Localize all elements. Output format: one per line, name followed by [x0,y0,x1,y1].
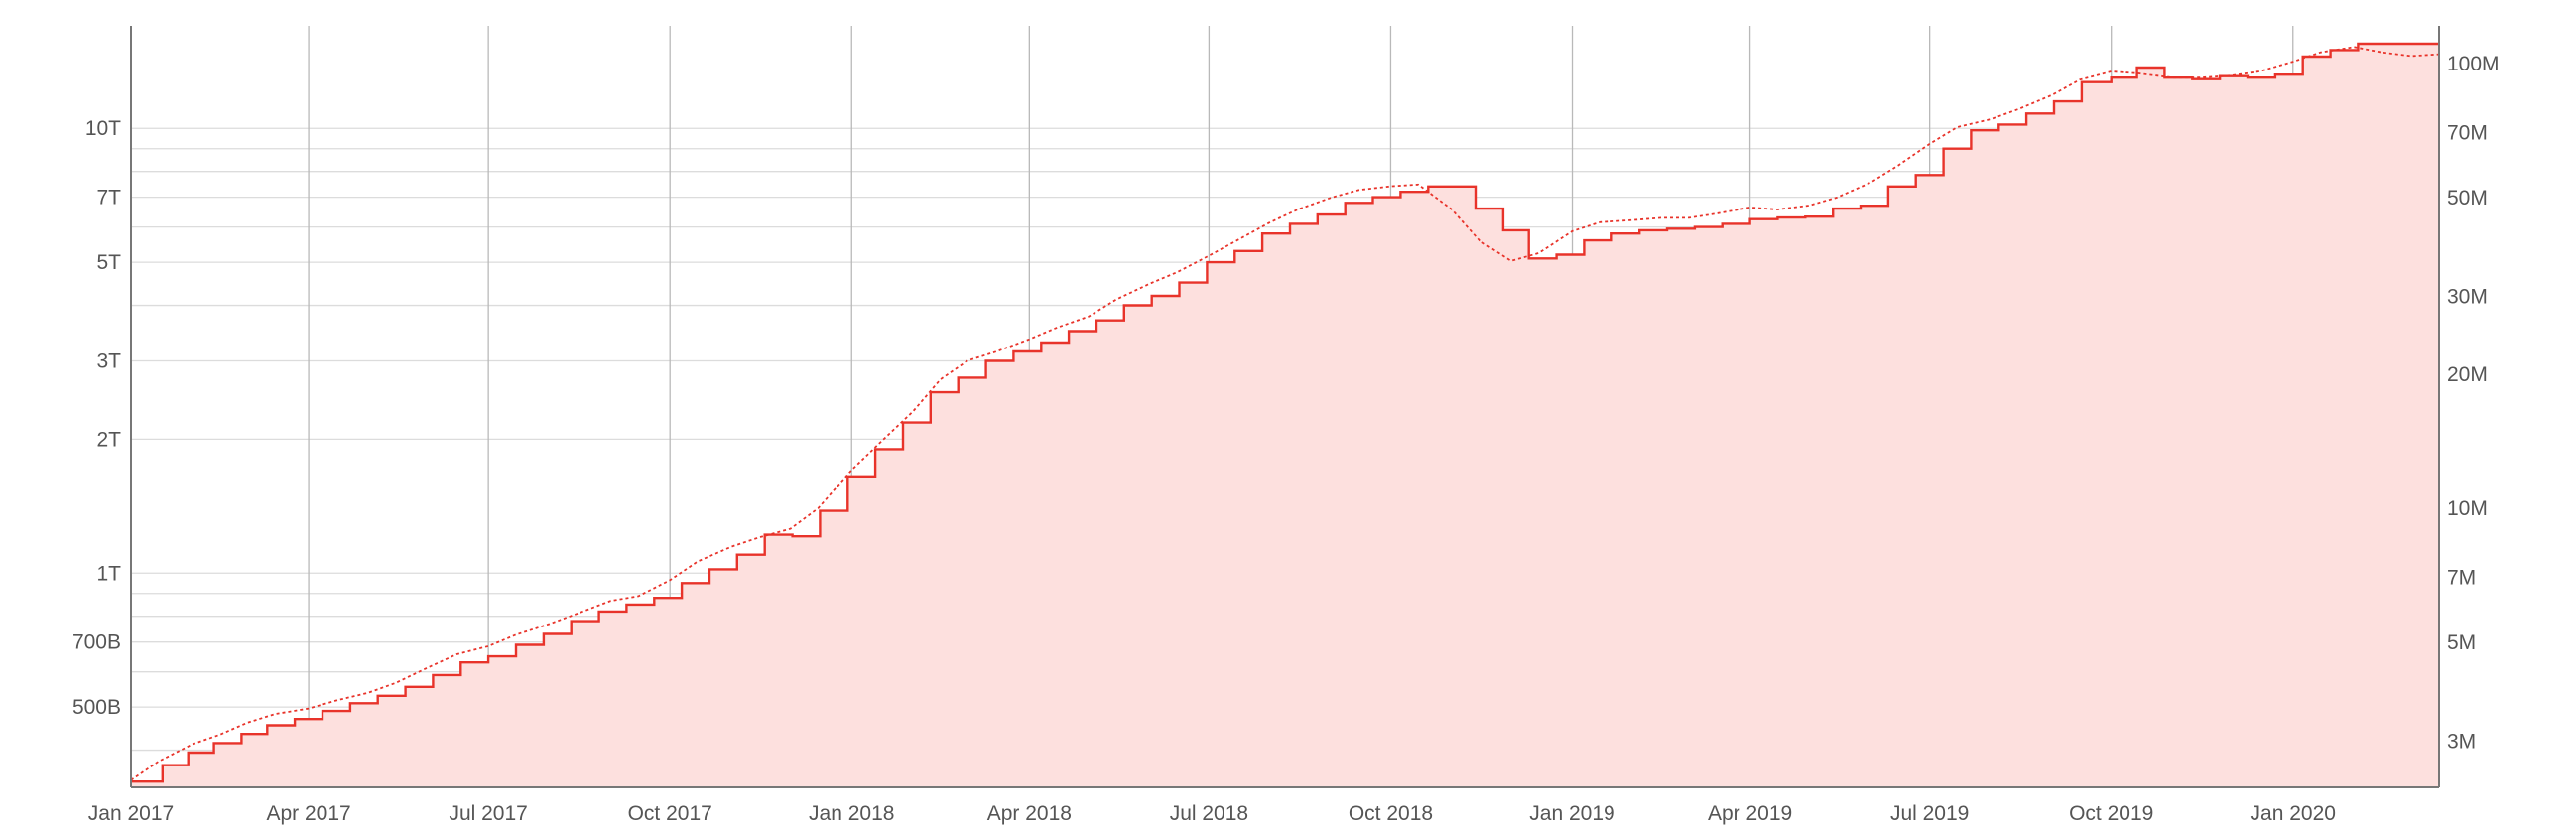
y-right-tick-label: 70M [2447,121,2488,144]
y-left-tick-label: 3T [96,350,121,373]
y-right-tick-label: 20M [2447,363,2488,386]
series-line-dotted [130,46,2440,781]
axes-layer [130,26,2440,788]
y-right-tick-label: 7M [2447,566,2476,589]
x-tick-label: Oct 2017 [628,802,712,825]
series-layer [130,42,2440,783]
y-left-tick-label: 5T [96,251,121,274]
y-left-tick-label: 1T [96,562,121,585]
x-tick-label: Jan 2019 [1529,802,1614,825]
series-area-fill [131,44,2439,787]
y-axis-right-labels: 3M 5M 7M 10M 20M 30M 50M 70M 100M [2447,53,2500,753]
y-right-tick-label: 50M [2447,187,2488,209]
y-left-tick-label: 10T [85,117,121,140]
x-tick-label: Jul 2018 [1170,802,1248,825]
x-tick-label: Oct 2019 [2069,802,2153,825]
x-tick-label: Apr 2018 [987,802,1072,825]
y-right-tick-label: 30M [2447,285,2488,308]
y-right-tick-label: 10M [2447,497,2488,520]
x-tick-label: Jan 2018 [809,802,894,825]
x-tick-label: Jul 2017 [449,802,527,825]
y-left-tick-label: 700B [72,631,121,654]
y-left-tick-label: 7T [96,187,121,209]
x-axis-labels: Jan 2017 Apr 2017 Jul 2017 Oct 2017 Jan 2018… [88,802,2336,825]
x-tick-label: Apr 2019 [1708,802,1792,825]
series-line-step [131,42,2439,783]
y-right-tick-label: 5M [2447,631,2476,654]
y-right-tick-label: 100M [2447,53,2500,75]
area-fill-layer [131,44,2439,787]
x-tick-label: Apr 2017 [266,802,350,825]
y-left-tick-label: 500B [72,696,121,719]
y-left-tick-label: 2T [96,428,121,451]
x-tick-label: Jul 2019 [1890,802,1969,825]
x-tick-label: Oct 2018 [1349,802,1433,825]
y-axis-left-labels: 500B 700B 1T 2T 3T 5T 7T 10T [72,117,121,719]
x-tick-label: Jan 2020 [2251,802,2336,825]
y-right-tick-label: 3M [2447,730,2476,753]
x-tick-label: Jan 2017 [88,802,174,825]
